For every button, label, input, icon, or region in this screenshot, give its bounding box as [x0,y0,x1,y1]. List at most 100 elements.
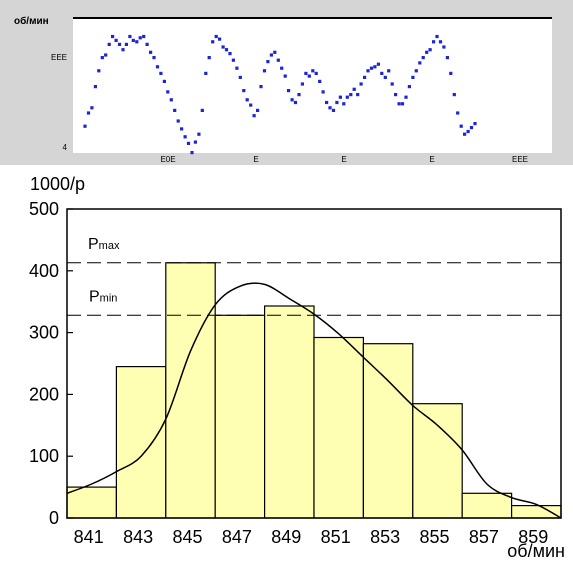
series-point [453,93,456,96]
series-point [97,69,100,72]
series-point [263,69,266,72]
series-point [139,36,142,39]
series-point [391,82,394,85]
p-level-subscript: max [99,240,120,252]
x-tick-label: E [429,155,434,164]
series-point [318,80,321,83]
series-point [418,61,421,64]
series-point [90,106,93,109]
y-tick-label: 100 [29,446,59,466]
series-point [422,56,425,59]
histogram-bar [166,263,215,518]
series-point [187,142,190,145]
x-tick-label: 843 [123,527,153,547]
histogram-bar [363,344,412,518]
series-point [366,69,369,72]
x-tick-label: E [341,155,346,164]
series-point [456,111,459,114]
p-level-label: Pmin [89,288,117,305]
series-point [339,96,342,99]
p-level-label: Pmax [88,236,120,253]
series-point [463,133,466,136]
series-point [149,51,152,54]
x-tick-labels: 841 843 845 847 849 851 853 855 857 859 [74,527,549,547]
x-tick-label: 853 [370,527,400,547]
x-tick-label: 857 [469,527,499,547]
series-point [159,72,162,75]
series-point [273,51,276,54]
series-point [432,40,435,43]
series-point [259,85,262,88]
series-point [291,98,294,101]
series-point [284,75,287,78]
series-point [87,111,90,114]
series-point [177,119,180,122]
series-point [125,43,128,46]
series-point [166,90,169,93]
series-point [128,35,131,38]
series-point [197,133,200,136]
series-point [353,88,356,91]
series-point [446,56,449,59]
y-tick-label: 500 [29,199,59,219]
series-point [404,96,407,99]
series-point [411,76,414,79]
histogram-bar [67,487,116,518]
series-point [387,69,390,72]
series-point [398,102,401,105]
series-point [256,109,259,112]
y-tick-label: 300 [29,323,59,343]
x-tick-label: EEE [512,155,528,164]
p-level-annotations: Pmax Pmin [67,236,561,315]
x-tick-label: 845 [172,527,202,547]
series-point [239,76,242,79]
series-point [294,101,297,104]
series-point [135,40,138,43]
series-point [208,56,211,59]
series-point [121,48,124,51]
series-point [111,35,114,38]
series-point [325,101,328,104]
series-point [373,65,376,68]
x-tick-label: 847 [222,527,252,547]
series-point [180,127,183,130]
series-point [163,80,166,83]
series-point [156,65,159,68]
series-point [242,89,245,92]
series-point [346,96,349,99]
series-point [190,151,193,154]
series-point [146,43,149,46]
series-point [266,60,269,63]
series-point [115,39,118,42]
x-axis-label: об/мин [507,541,565,561]
histogram-bar [462,493,511,518]
histogram-bar [116,367,165,518]
y-axis-label: об/мин [14,15,49,27]
series-point [394,93,397,96]
series-point [232,59,235,62]
series-point [408,85,411,88]
series-point [460,125,463,128]
series-point [335,101,338,104]
series-point [439,40,442,43]
series-point [415,69,418,72]
series-point [201,109,204,112]
series-point [311,69,314,72]
series-point [301,82,304,85]
series-point [104,53,107,56]
histogram-bar [314,338,363,519]
series-point [435,35,438,38]
series-point [429,48,432,51]
series-point [118,43,121,46]
series-point [467,130,470,133]
series-point [297,93,300,96]
x-tick-label: 849 [271,527,301,547]
x-tick-label: 851 [321,527,351,547]
series-point [83,125,86,128]
series-point [215,35,218,38]
series-point [380,72,383,75]
series-point [425,51,428,54]
series-point [470,126,473,129]
